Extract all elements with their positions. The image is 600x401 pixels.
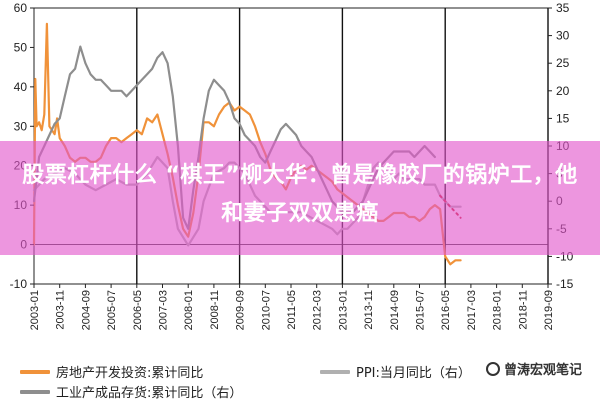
x-tick-label: 2013-01 <box>337 290 349 330</box>
x-tick-label: 2005-07 <box>106 290 118 330</box>
x-tick-label: 2017-03 <box>466 290 478 330</box>
y-right-tick-label: -15 <box>556 277 574 291</box>
y-left-tick-label: 50 <box>14 40 28 54</box>
x-tick-label: 2007-03 <box>158 290 170 330</box>
watermark-label: 曾涛宏观笔记 <box>503 363 582 378</box>
x-tick-label: 2004-09 <box>80 290 92 330</box>
legend-swatch-ppi <box>320 369 350 374</box>
x-tick-label: 2015-07 <box>415 290 427 330</box>
y-left-tick-label: 60 <box>14 1 28 15</box>
legend-swatch-inventory <box>20 389 50 394</box>
y-left-tick-label: 30 <box>14 119 28 133</box>
y-right-tick-label: 35 <box>556 1 570 15</box>
y-right-tick-label: 30 <box>556 29 570 43</box>
x-tick-label: 2003-11 <box>55 290 67 330</box>
x-tick-label: 2013-11 <box>363 290 375 330</box>
x-tick-label: 2011-05 <box>286 290 298 330</box>
legend-label-real-estate: 房地产开发投资:累计同比 <box>56 366 204 381</box>
x-tick-label: 2009-09 <box>235 290 247 330</box>
x-tick-label: 2003-01 <box>29 290 41 330</box>
x-tick-label: 2012-03 <box>312 290 324 330</box>
x-tick-label: 2018-11 <box>517 290 529 330</box>
y-right-tick-label: 15 <box>556 111 570 125</box>
y-right-tick-label: 25 <box>556 56 570 70</box>
watermark: 曾涛宏观笔记 <box>485 359 582 378</box>
legend-label-inventory: 工业产成品存货:累计同比（右） <box>56 386 243 401</box>
overlay-banner: 股票杠杆什么 “棋王”柳大华：曾是橡胶厂的锅炉工，他和妻子双双患癌 <box>0 141 600 255</box>
x-tick-label: 2008-01 <box>183 290 195 330</box>
wechat-icon <box>485 361 500 376</box>
y-left-tick-label: -10 <box>10 277 28 291</box>
x-tick-label: 2018-01 <box>492 290 504 330</box>
legend-item-real-estate: 房地产开发投资:累计同比 <box>20 362 203 381</box>
legend-label-ppi: PPI:当月同比（右） <box>356 366 471 381</box>
y-right-tick-label: 20 <box>556 84 570 98</box>
x-tick-label: 2014-09 <box>389 290 401 330</box>
x-tick-label: 2019-09 <box>543 290 555 330</box>
legend: 房地产开发投资:累计同比 PPI:当月同比（右） 工业产成品存货:累计同比（右） <box>0 358 600 401</box>
legend-item-ppi: PPI:当月同比（右） <box>320 362 471 381</box>
y-left-tick-label: 40 <box>14 80 28 94</box>
x-tick-label: 2016-05 <box>440 290 452 330</box>
x-tick-label: 2006-05 <box>132 290 144 330</box>
legend-item-inventory: 工业产成品存货:累计同比（右） <box>20 382 242 401</box>
x-tick-label: 2008-11 <box>209 290 221 330</box>
x-tick-label: 2010-07 <box>260 290 272 330</box>
banner-title: 股票杠杆什么 “棋王”柳大华：曾是橡胶厂的锅炉工，他和妻子双双患癌 <box>22 163 578 226</box>
legend-swatch-real-estate <box>20 369 50 374</box>
